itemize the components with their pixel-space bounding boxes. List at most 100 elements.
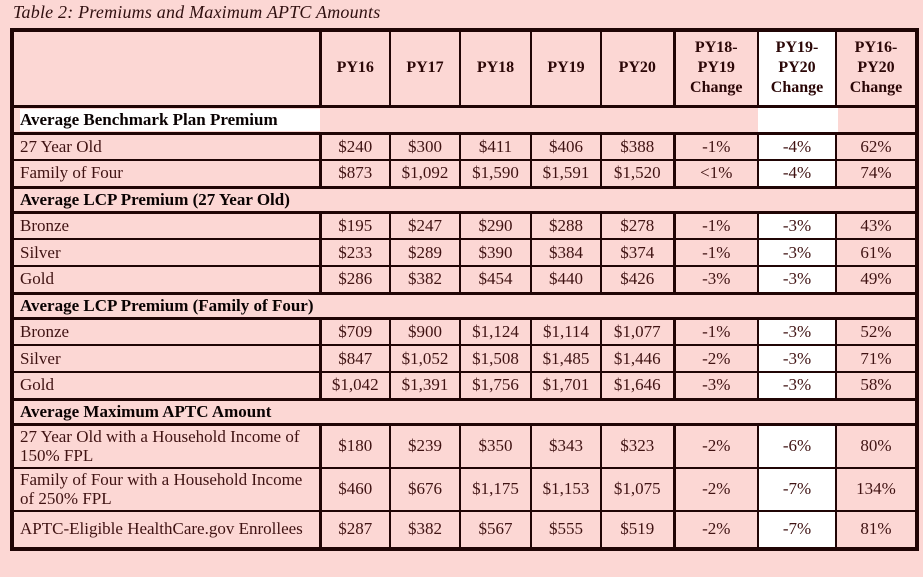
row-label: Silver: [11, 344, 321, 373]
row-label: Family of Four with a Household Income o…: [11, 466, 321, 512]
row-label: 27 Year Old with a Household Income of 1…: [11, 423, 321, 469]
value-cell: $384: [530, 238, 602, 267]
value-cell: $709: [318, 317, 391, 346]
value-cell: $411: [459, 132, 532, 161]
value-cell: 43%: [835, 211, 918, 240]
value-cell: -2%: [672, 423, 759, 469]
value-cell: $1,077: [600, 317, 675, 346]
value-cell: $289: [389, 238, 461, 267]
value-cell: $847: [318, 344, 391, 373]
value-cell: -7%: [757, 466, 837, 512]
section-header: Average Maximum APTC Amount: [11, 397, 918, 426]
value-cell: $873: [318, 159, 391, 188]
section-header: Average Benchmark Plan Premium: [11, 104, 918, 135]
value-cell: -2%: [672, 509, 759, 550]
table-head: PY16 PY17 PY18 PY19 PY20 PY18- PY19 Change PY1…: [11, 29, 918, 108]
table-caption: Table 2: Premiums and Maximum APTC Amoun…: [13, 2, 381, 22]
value-cell: $1,446: [600, 344, 675, 373]
value-cell: $286: [318, 265, 391, 294]
value-cell: $1,590: [459, 159, 532, 188]
column-header-py16: PY16: [318, 29, 391, 108]
value-cell: -2%: [672, 344, 759, 373]
value-cell: $300: [389, 132, 461, 161]
table-body: Average Benchmark Plan Premium 27 Year Ol…: [11, 104, 918, 550]
row-label: Bronze: [11, 317, 321, 346]
column-header-py20: PY20: [600, 29, 675, 108]
row-label: Gold: [11, 371, 321, 400]
column-header-py18: PY18: [459, 29, 532, 108]
value-cell: -1%: [672, 211, 759, 240]
section-header-label: Average Maximum APTC Amount: [20, 401, 272, 421]
value-cell: 71%: [835, 344, 918, 373]
value-cell: $240: [318, 132, 391, 161]
value-cell: $1,042: [318, 371, 391, 400]
value-cell: 58%: [835, 371, 918, 400]
column-header-py19: PY19: [530, 29, 602, 108]
section-header: Average LCP Premium (Family of Four): [11, 291, 918, 320]
value-cell: -1%: [672, 132, 759, 161]
value-cell: 80%: [835, 423, 918, 469]
value-cell: -7%: [757, 509, 837, 550]
column-header-py19-py20-change: PY19- PY20 Change: [757, 29, 837, 108]
value-cell: $1,756: [459, 371, 532, 400]
value-cell: $343: [530, 423, 602, 469]
value-cell: $1,052: [389, 344, 461, 373]
premiums-aptc-table: PY16 PY17 PY18 PY19 PY20 PY18- PY19 Change PY1…: [10, 28, 919, 551]
section-header-label: Average LCP Premium (27 Year Old): [20, 189, 290, 209]
value-cell: $1,508: [459, 344, 532, 373]
value-cell: $900: [389, 317, 461, 346]
value-cell: $1,520: [600, 159, 675, 188]
value-cell: <1%: [672, 159, 759, 188]
value-cell: $290: [459, 211, 532, 240]
highlight-strip: [758, 109, 838, 130]
value-cell: -3%: [672, 371, 759, 400]
value-cell: $460: [318, 466, 391, 512]
value-cell: $195: [318, 211, 391, 240]
row-label: Gold: [11, 265, 321, 294]
value-cell: 81%: [835, 509, 918, 550]
value-cell: $278: [600, 211, 675, 240]
section-header-label: Average Benchmark Plan Premium: [20, 109, 320, 130]
value-cell: $1,701: [530, 371, 602, 400]
value-cell: $323: [600, 423, 675, 469]
value-cell: -3%: [757, 344, 837, 373]
column-header-py18-py19-change: PY18- PY19 Change: [672, 29, 759, 108]
section-header-label: Average LCP Premium (Family of Four): [20, 295, 314, 315]
value-cell: 61%: [835, 238, 918, 267]
value-cell: 62%: [835, 132, 918, 161]
row-label: Bronze: [11, 211, 321, 240]
value-cell: $1,092: [389, 159, 461, 188]
value-cell: $239: [389, 423, 461, 469]
value-cell: -4%: [757, 159, 837, 188]
value-cell: $519: [600, 509, 675, 550]
value-cell: $406: [530, 132, 602, 161]
value-cell: $1,075: [600, 466, 675, 512]
value-cell: -2%: [672, 466, 759, 512]
value-cell: $390: [459, 238, 532, 267]
value-cell: $1,153: [530, 466, 602, 512]
value-cell: $1,646: [600, 371, 675, 400]
value-cell: $382: [389, 265, 461, 294]
value-cell: $233: [318, 238, 391, 267]
value-cell: $1,124: [459, 317, 532, 346]
value-cell: -3%: [672, 265, 759, 294]
corner-cell: [11, 29, 321, 108]
value-cell: -3%: [757, 265, 837, 294]
value-cell: 52%: [835, 317, 918, 346]
value-cell: -6%: [757, 423, 837, 469]
value-cell: $567: [459, 509, 532, 550]
value-cell: -1%: [672, 238, 759, 267]
value-cell: $388: [600, 132, 675, 161]
value-cell: $287: [318, 509, 391, 550]
value-cell: $382: [389, 509, 461, 550]
value-cell: $426: [600, 265, 675, 294]
value-cell: -4%: [757, 132, 837, 161]
value-cell: -3%: [757, 211, 837, 240]
value-cell: -1%: [672, 317, 759, 346]
value-cell: $374: [600, 238, 675, 267]
value-cell: $1,114: [530, 317, 602, 346]
value-cell: -3%: [757, 238, 837, 267]
value-cell: -3%: [757, 371, 837, 400]
value-cell: 134%: [835, 466, 918, 512]
